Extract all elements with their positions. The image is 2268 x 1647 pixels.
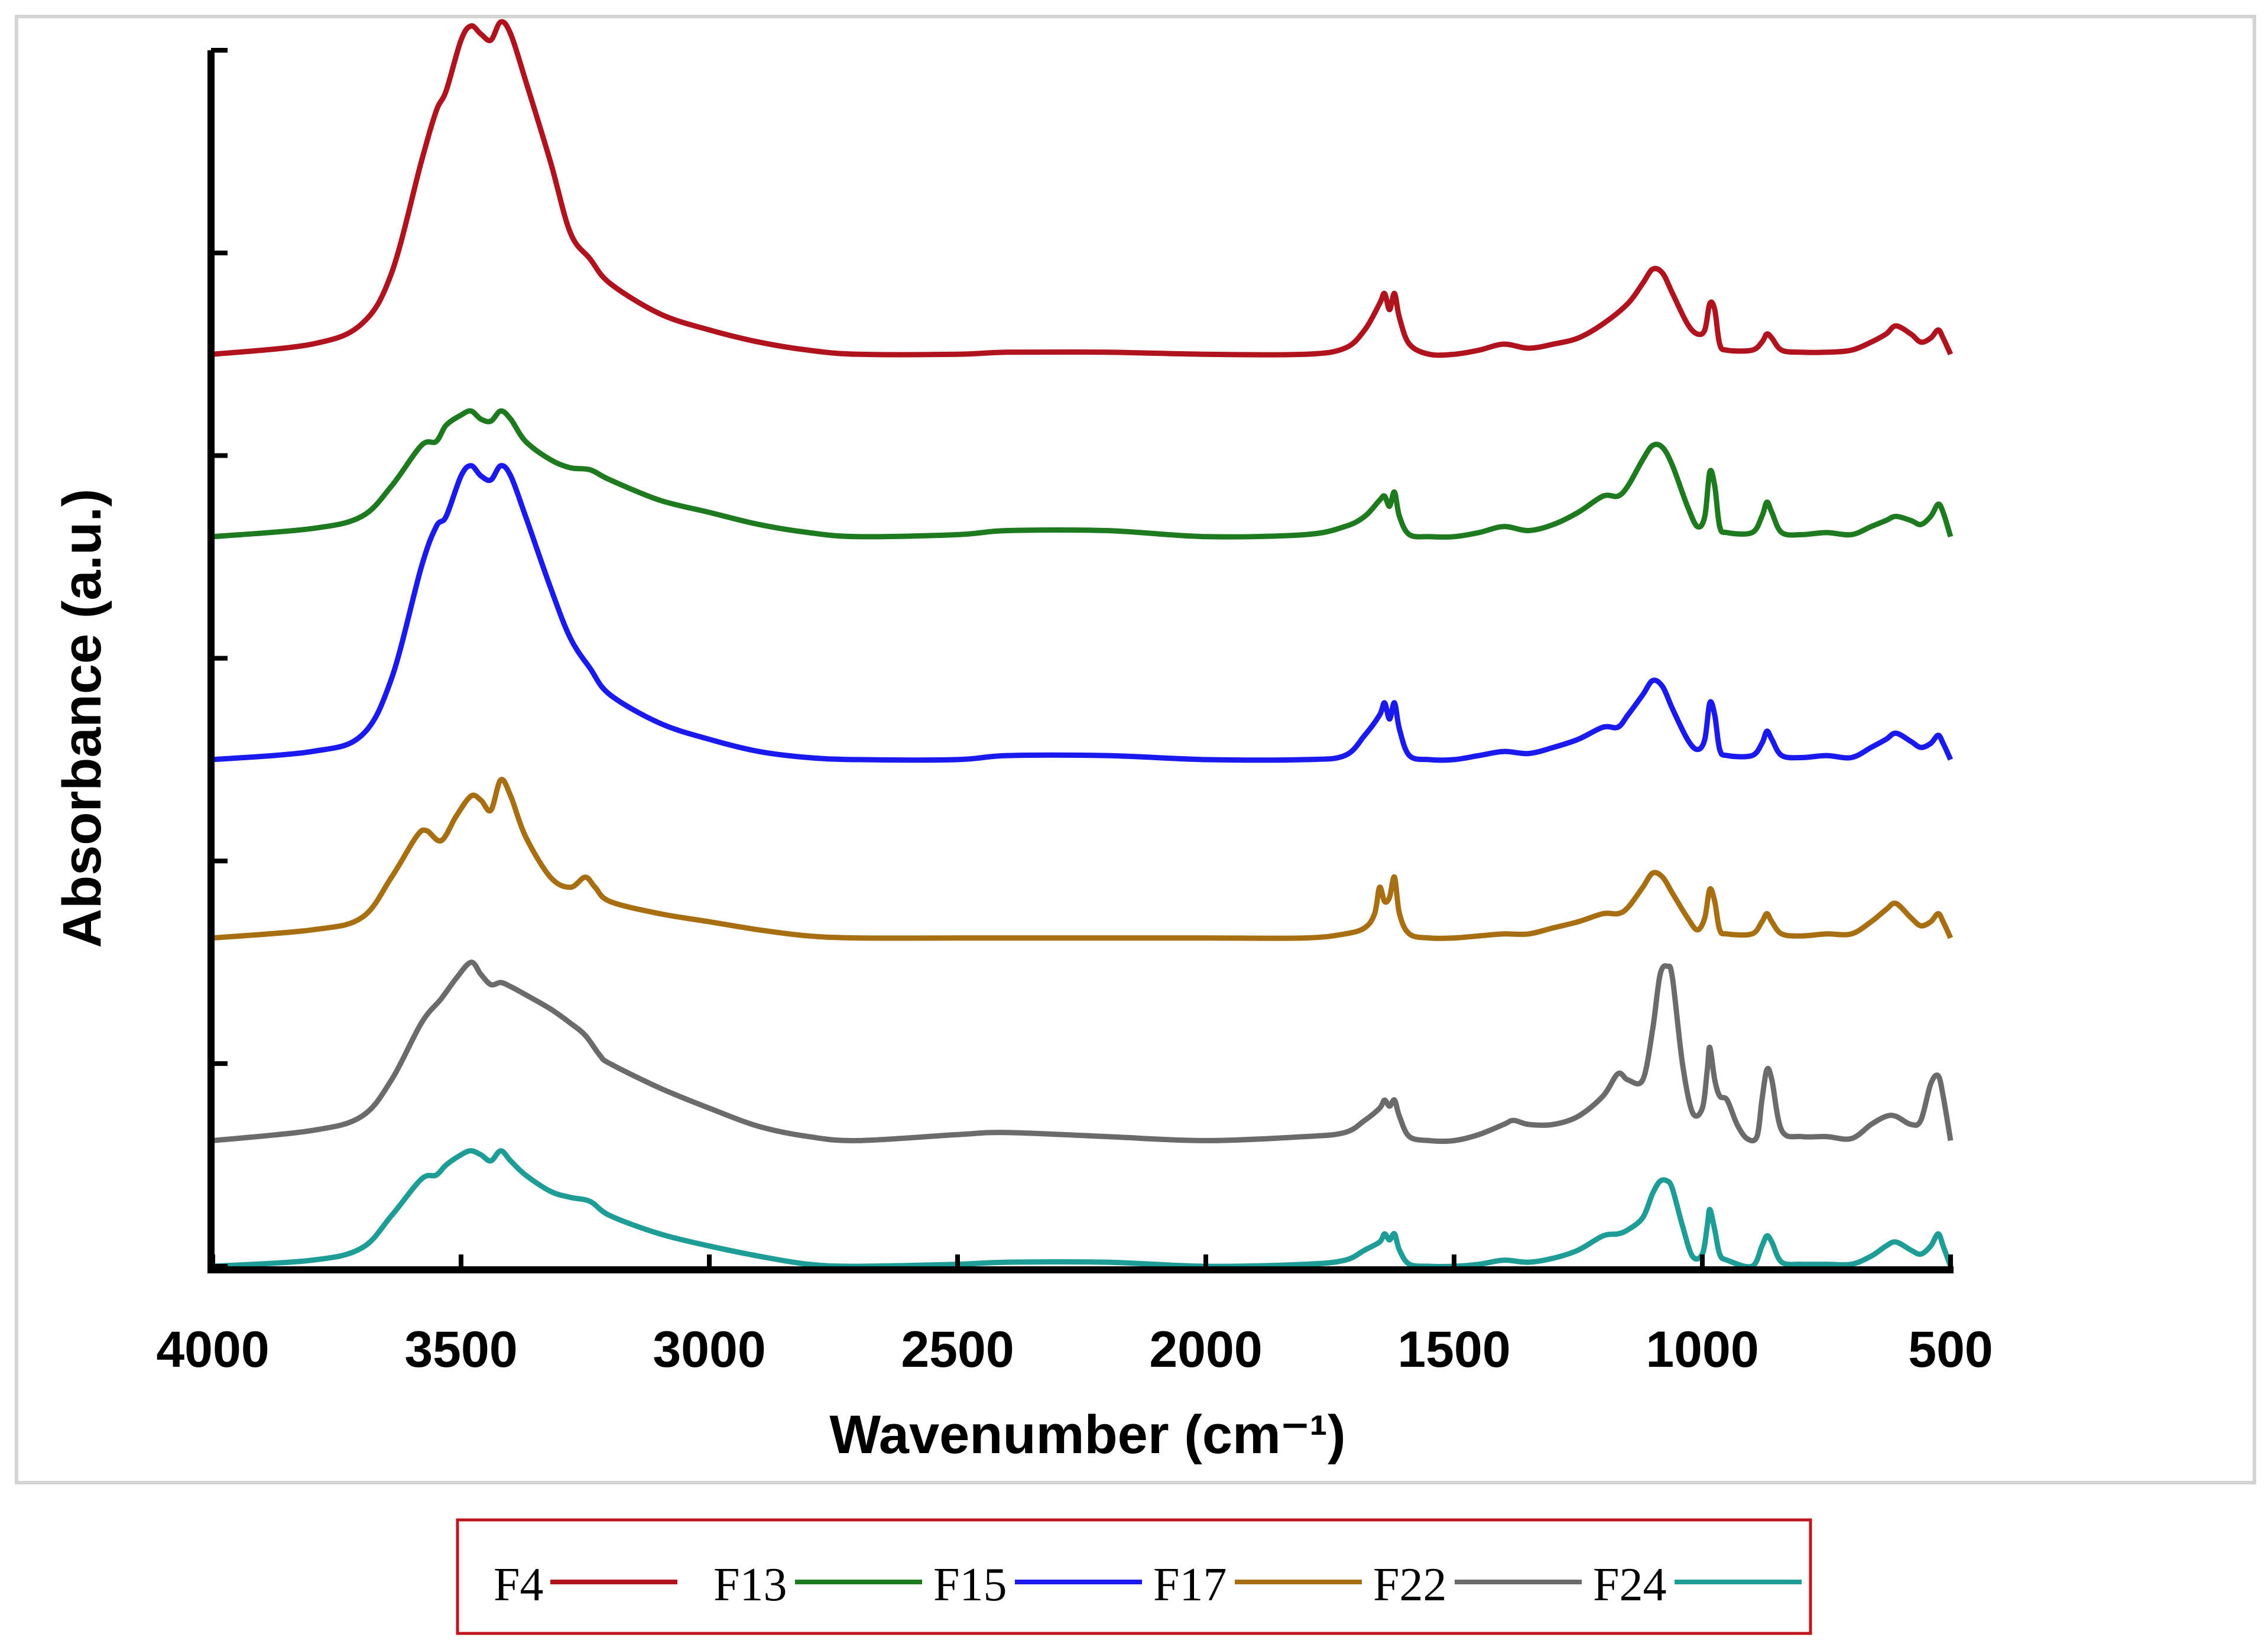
series-line-f22	[212, 959, 1954, 1145]
x-tick-label: 500	[1908, 1321, 1993, 1378]
legend-label-f24: F24	[1593, 1559, 1667, 1611]
x-tick-label: 1000	[1646, 1321, 1758, 1378]
x-axis-title: Wavenumber (cm⁻¹)	[829, 1405, 1345, 1465]
legend: F4 F13 F15 F17 F22 F24	[494, 1559, 1802, 1611]
x-tick-label: 4000	[156, 1321, 269, 1378]
x-ticks: 4000 3500 3000 2500 2000 1500 1000 500	[156, 1254, 1993, 1378]
x-tick-label: 1500	[1397, 1321, 1510, 1378]
series-line-f4	[212, 19, 1954, 358]
x-tick-label: 3000	[653, 1321, 765, 1378]
series-line-f17	[212, 777, 1954, 941]
plot-frame	[15, 15, 2256, 1484]
series-line-f24	[212, 1148, 1954, 1270]
series-line-f13	[212, 408, 1954, 540]
legend-label-f13: F13	[713, 1559, 787, 1611]
series-layer	[212, 19, 1954, 1270]
x-tick-label: 3500	[404, 1321, 517, 1378]
x-tick-label: 2000	[1149, 1321, 1262, 1378]
y-axis-title: Absorbance (a.u.)	[52, 488, 112, 948]
legend-label-f15: F15	[933, 1559, 1007, 1611]
series-line-f15	[212, 463, 1954, 763]
legend-box	[456, 1518, 1812, 1635]
legend-label-f22: F22	[1373, 1559, 1447, 1611]
x-tick-label: 2500	[901, 1321, 1014, 1378]
legend-label-f4: F4	[494, 1559, 544, 1611]
legend-label-f17: F17	[1153, 1559, 1227, 1611]
